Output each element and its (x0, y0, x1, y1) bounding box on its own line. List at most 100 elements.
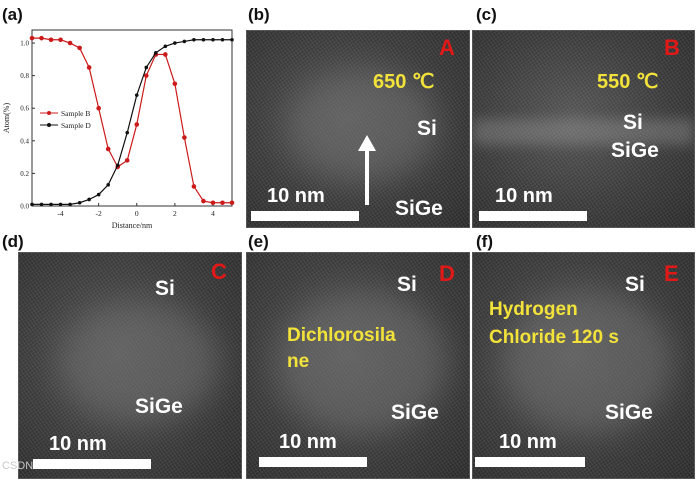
data-point (154, 51, 158, 55)
data-point (143, 73, 149, 78)
growth-arrow-shaft (365, 149, 369, 205)
data-point (182, 39, 187, 44)
data-point (134, 93, 139, 97)
panel-c-si-label: Si (623, 111, 643, 134)
panel-e-label: (e) (248, 232, 269, 251)
panel-f-si-label: Si (625, 273, 645, 296)
panel-d-image: C Si SiGe 10 nm (18, 252, 242, 479)
x-tick-label: 0 (135, 209, 139, 218)
y-tick-label: 0.8 (20, 72, 29, 80)
panel-e-annotation-line2: ne (287, 351, 310, 372)
panel-a-label: (a) (2, 5, 23, 24)
panel-c-image: B 550 ℃ Si SiGe 10 nm (472, 30, 695, 228)
data-point (29, 35, 35, 41)
series-line-0 (32, 37, 232, 204)
y-tick-label: 0.6 (20, 105, 29, 113)
data-point (115, 163, 120, 168)
panel-d-si-label: Si (155, 277, 175, 300)
data-point (30, 202, 34, 207)
panel-d-scale-bar (33, 459, 151, 469)
panel-f-annotation-line2: Chloride 120 s (489, 327, 619, 348)
panel-a-chart: -4 -2 0 2 4 0.0 0.2 0.4 0.6 0.8 1.0 Atom(%) Distan… (2, 29, 235, 230)
panel-b-temperature: 650 ℃ (373, 71, 435, 93)
x-tick-label: -2 (96, 209, 102, 218)
panel-c-label: (c) (476, 5, 497, 24)
x-axis-label: Distance/nm (112, 221, 153, 230)
legend-sample-d: Sample D (61, 121, 91, 130)
data-point (67, 40, 73, 46)
panel-f-label: (f) (476, 232, 493, 251)
panel-f-image: E Si Hydrogen Chloride 120 s SiGe 10 nm (472, 252, 695, 479)
panel-b-label: (b) (248, 5, 270, 24)
data-point (230, 37, 234, 42)
y-tick-label: 0.4 (20, 137, 29, 145)
panel-f-annotation-line1: Hydrogen (489, 299, 578, 320)
panel-e-scale-label: 10 nm (279, 431, 337, 453)
panel-c-temperature: 550 ℃ (597, 71, 659, 93)
data-point (106, 183, 110, 187)
watermark: CSDN (2, 460, 34, 472)
panel-f-corner-letter: E (664, 261, 679, 286)
data-point (96, 105, 101, 111)
x-tick-label: -4 (57, 209, 63, 218)
panel-b-sige-label: SiGe (395, 197, 443, 220)
panel-b-scale-bar (251, 211, 359, 221)
data-point (201, 198, 206, 204)
legend: Sample B Sample D (40, 109, 91, 130)
series-line-1 (32, 39, 232, 205)
data-point (87, 197, 91, 202)
panel-d-label: (d) (2, 232, 24, 251)
data-point (172, 81, 178, 87)
data-point (49, 202, 53, 207)
panel-c-scale-bar (479, 211, 587, 221)
data-point (124, 158, 130, 163)
y-tick-label: 0.0 (20, 203, 29, 211)
panel-f-sige-label: SiGe (605, 401, 653, 424)
panel-e-annotation-line1: Dichlorosila (287, 325, 396, 346)
data-point (58, 37, 63, 43)
data-point (144, 65, 149, 70)
data-point (220, 200, 225, 206)
data-point (96, 192, 101, 197)
data-point (229, 200, 235, 206)
data-point (163, 52, 168, 57)
data-point (68, 202, 72, 207)
panel-b-scale-label: 10 nm (267, 185, 325, 207)
panel-c-scale-label: 10 nm (495, 185, 553, 207)
data-point (163, 44, 168, 49)
data-point (77, 45, 82, 51)
plot-frame (31, 29, 233, 207)
panel-d-corner-letter: C (211, 259, 227, 284)
panel-f-scale-label: 10 nm (499, 431, 557, 453)
data-point (134, 122, 140, 127)
data-point (39, 202, 44, 207)
y-tick-label: 0.2 (20, 170, 29, 178)
data-point (105, 146, 111, 152)
panel-f-scale-bar (475, 457, 585, 467)
panel-d-scale-label: 10 nm (49, 433, 107, 455)
data-point (77, 200, 82, 205)
panel-e-si-label: Si (397, 273, 417, 296)
panel-e-image: D Si Dichlorosila ne SiGe 10 nm (246, 252, 470, 479)
data-point (210, 200, 216, 206)
panel-e-scale-bar (259, 457, 367, 467)
panel-b-corner-letter: A (439, 35, 455, 60)
panel-c-sige-label: SiGe (611, 139, 659, 162)
panel-e-corner-letter: D (439, 261, 455, 286)
y-tick-label: 1.0 (20, 40, 29, 48)
panel-d-sige-label: SiGe (135, 395, 183, 418)
data-point (191, 184, 197, 189)
x-tick-label: 2 (173, 209, 177, 218)
data-point (48, 37, 54, 43)
data-point (86, 65, 92, 70)
data-point (173, 41, 177, 45)
data-point (58, 202, 63, 207)
data-point (125, 130, 130, 135)
data-point (201, 37, 206, 42)
panel-e-sige-label: SiGe (391, 401, 439, 424)
data-point (182, 135, 187, 140)
data-point (39, 35, 44, 41)
growth-arrow-head (358, 135, 376, 151)
panel-c-corner-letter: B (664, 35, 680, 60)
panel-b-image: A 650 ℃ Si 10 nm SiGe (246, 30, 470, 228)
